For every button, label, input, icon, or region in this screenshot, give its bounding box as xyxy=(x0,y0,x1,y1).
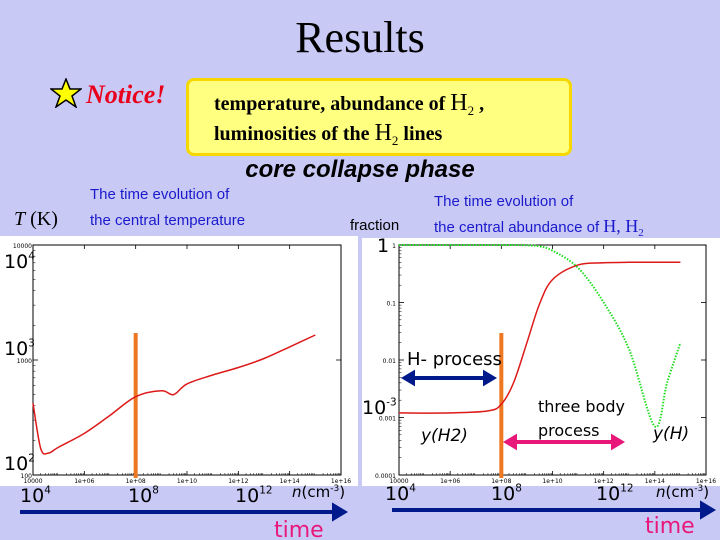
overlay-y-tick-10-minus-3: 10-3 xyxy=(362,396,397,419)
x-tick-label: 10000 xyxy=(389,478,408,485)
three-body-label: three body xyxy=(538,397,625,416)
notice-label: Notice! xyxy=(86,80,166,109)
charts-canvas: 10000 1e+06 1e+08 1e+10 1e+12 1e+14 1e+1610010… xyxy=(0,236,720,540)
chart-overlays: 104 103 102 104 108 1012 1 10-3 104 108 1012 n(cm-3… xyxy=(4,236,716,540)
h-minus-arrow xyxy=(401,369,497,387)
x-tick-label: 1e+16 xyxy=(696,478,716,485)
h2-abundance-curve xyxy=(398,261,681,414)
chart-abundance: 10000 1e+06 1e+08 1e+10 1e+12 1e+14 1e+16 0.000… xyxy=(375,243,716,485)
x-tick-label: 1e+08 xyxy=(126,478,146,485)
chart-temperature: 10000 1e+06 1e+08 1e+10 1e+12 1e+14 1e+1610010… xyxy=(13,243,351,485)
overlay-y-tick-10-3: 103 xyxy=(4,337,35,360)
y-h2-label: y(H2) xyxy=(420,426,468,446)
x-tick-label: 1e+12 xyxy=(594,478,614,485)
star-icon xyxy=(50,78,82,108)
h-minus-arrow-head xyxy=(483,369,497,387)
overlay-y-tick-1: 1 xyxy=(377,236,389,257)
time-arrow-right xyxy=(392,500,716,520)
three-body-arrow xyxy=(503,433,625,451)
x-tick-label: 1e+10 xyxy=(542,478,562,485)
three-body-arrow-head xyxy=(611,433,625,451)
h-minus-arrow-tail xyxy=(401,369,415,387)
y-h-label: y(H) xyxy=(652,424,689,444)
y-tick-label: 1000 xyxy=(17,358,32,365)
right-caption-2: the central abundance of H, H2 xyxy=(434,216,644,239)
x-tick-label: 1e+12 xyxy=(228,478,248,485)
x-tick-label: 1e+10 xyxy=(177,478,197,485)
time-label-right: time xyxy=(645,514,695,539)
overlay-x-tick-10-12-right: 1012 xyxy=(596,482,633,505)
y-tick-label: 0.01 xyxy=(383,358,397,365)
x-tick-label: 1e+06 xyxy=(440,478,460,485)
phase-title: core collapse phase xyxy=(245,156,475,183)
left-caption-1: The time evolution of xyxy=(90,186,230,203)
x-tick-label: 1e+16 xyxy=(331,478,351,485)
overlay-x-tick-10-8-right: 108 xyxy=(491,482,522,505)
left-caption-2: the central temperature xyxy=(90,212,246,229)
overlay-y-tick-10-4: 104 xyxy=(4,250,35,273)
note-line-1: temperature, abundance of H2 , xyxy=(214,90,485,118)
slide-title: Results xyxy=(295,13,425,62)
overlay-x-tick-10-4-right: 104 xyxy=(385,482,416,505)
note-box xyxy=(186,78,572,156)
time-arrow-left-head xyxy=(332,502,348,522)
y-tick-label: 10000 xyxy=(13,243,32,250)
x-tick-label: 1e+06 xyxy=(74,478,94,485)
x-axis-unit-right: n(cm-3) xyxy=(656,483,709,501)
y-tick-label: 100 xyxy=(21,473,33,480)
process-label: process xyxy=(538,421,599,440)
three-body-arrow-tail xyxy=(503,433,517,451)
fraction-label: fraction xyxy=(350,217,400,234)
x-tick-label: 10000 xyxy=(23,478,42,485)
temperature-curve xyxy=(32,334,316,455)
right-caption-1: The time evolution of xyxy=(434,193,574,210)
x-tick-label: 1e+14 xyxy=(280,478,300,485)
h-minus-process-label: H- process xyxy=(407,349,502,370)
y-tick-label: 0.001 xyxy=(379,416,396,423)
left-y-axis-label: T (K) xyxy=(14,208,58,230)
h-abundance-curve xyxy=(399,244,682,428)
y-tick-label: 1 xyxy=(392,243,396,250)
overlay-x-tick-10-12: 1012 xyxy=(235,484,272,507)
note-line-2: luminosities of the H2 lines xyxy=(214,120,443,148)
overlay-x-tick-10-8: 108 xyxy=(128,484,159,507)
overlay-y-tick-10-2: 102 xyxy=(4,452,35,475)
time-arrow-left xyxy=(20,502,348,522)
x-tick-label: 1e+14 xyxy=(645,478,665,485)
overlay-x-tick-10-4: 104 xyxy=(20,484,51,507)
time-label-left: time xyxy=(274,518,324,540)
x-axis-unit-left: n(cm-3) xyxy=(292,483,345,501)
y-tick-label: 0.1 xyxy=(386,301,396,308)
x-tick-label: 1e+08 xyxy=(491,478,511,485)
y-tick-label: 0.0001 xyxy=(375,473,396,480)
time-arrow-right-head xyxy=(700,500,716,520)
